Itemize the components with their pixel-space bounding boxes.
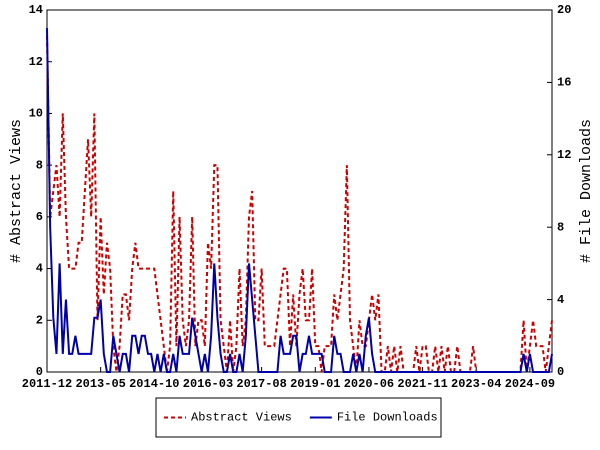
y2-tick-label: 4 (557, 293, 564, 307)
y-tick-label: 14 (29, 3, 43, 17)
y2-tick-label: 8 (557, 220, 564, 234)
y-tick-label: 6 (36, 210, 43, 224)
legend-label: File Downloads (337, 411, 438, 425)
y-tick-label: 0 (36, 365, 43, 379)
x-tick-label: 2011-12 (22, 377, 72, 391)
x-tick-label: 2014-10 (129, 377, 179, 391)
x-tick-label: 2020-06 (344, 377, 394, 391)
series-line (46, 28, 553, 373)
x-tick-label: 2017-08 (236, 377, 286, 391)
y-tick-label: 8 (36, 158, 43, 172)
y2-axis-title: # File Downloads (578, 119, 595, 263)
y-axis-title: # Abstract Views (8, 119, 25, 263)
y2-tick-label: 0 (557, 365, 564, 379)
y2-tick-label: 20 (557, 3, 571, 17)
y2-tick-label: 12 (557, 148, 571, 162)
y-tick-label: 12 (29, 55, 43, 69)
y-tick-label: 10 (29, 107, 43, 121)
x-tick-label: 2019-01 (290, 377, 340, 391)
legend-box (155, 397, 442, 438)
legend-label: Abstract Views (191, 411, 292, 425)
x-tick-label: 2016-03 (183, 377, 233, 391)
y-tick-label: 2 (36, 313, 43, 327)
y2-tick-label: 16 (557, 76, 571, 90)
x-tick-label: 2024-09 (505, 377, 555, 391)
x-tick-label: 2013-05 (75, 377, 125, 391)
y-tick-label: 4 (36, 262, 43, 276)
x-tick-label: 2023-04 (451, 377, 501, 391)
x-tick-label: 2021-11 (397, 377, 447, 391)
